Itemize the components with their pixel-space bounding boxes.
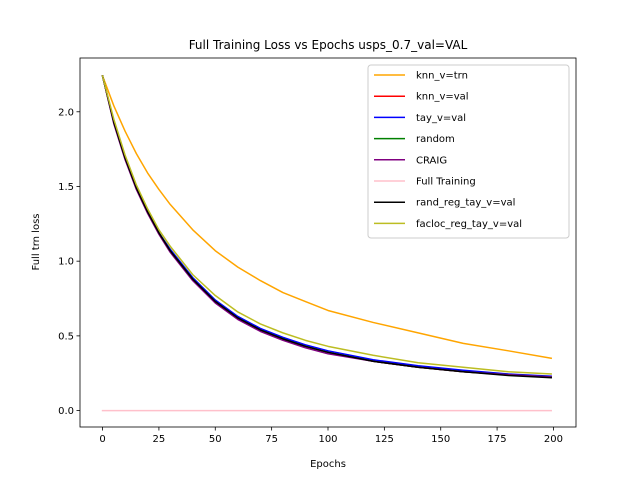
series-line-7 — [101, 75, 552, 375]
legend-frame — [367, 64, 570, 239]
x-tick-label: 100 — [318, 434, 337, 445]
chart-title: Full Training Loss vs Epochs usps_0.7_va… — [189, 38, 468, 52]
x-axis-label: Epochs — [310, 459, 346, 470]
series-line-6 — [101, 75, 552, 379]
y-tick-label: 1.0 — [58, 257, 74, 268]
legend-label: tay_v=val — [416, 113, 466, 124]
series-line-0 — [101, 74, 553, 360]
legend-label: knn_v=val — [416, 92, 469, 103]
legend-label: facloc_reg_tay_v=val — [416, 219, 522, 230]
y-tick-label: 2.0 — [58, 107, 74, 118]
y-axis-ticks: 0.0 0.5 1.0 1.5 2.0 — [58, 107, 80, 417]
legend-label: CRAIG — [416, 155, 447, 166]
y-axis-label: Full trn loss — [31, 214, 42, 271]
x-tick-label: 150 — [431, 434, 450, 445]
y-tick-label: 0.0 — [58, 406, 74, 417]
legend-label: rand_reg_tay_v=val — [416, 198, 515, 209]
legend-label: Full Training — [416, 177, 476, 188]
x-tick-label: 75 — [265, 434, 278, 445]
legend-label: knn_v=trn — [416, 71, 468, 82]
y-tick-label: 0.5 — [58, 331, 74, 342]
x-tick-label: 25 — [153, 434, 166, 445]
legend-label: random — [416, 134, 455, 145]
x-tick-label: 0 — [99, 434, 105, 445]
x-axis-ticks: 0 25 50 75 100 125 150 175 200 — [99, 427, 563, 445]
series-group — [101, 74, 553, 412]
x-tick-label: 125 — [375, 434, 394, 445]
y-tick-label: 1.5 — [58, 182, 74, 193]
x-tick-label: 175 — [488, 434, 507, 445]
x-tick-label: 50 — [209, 434, 222, 445]
x-tick-label: 200 — [544, 434, 563, 445]
